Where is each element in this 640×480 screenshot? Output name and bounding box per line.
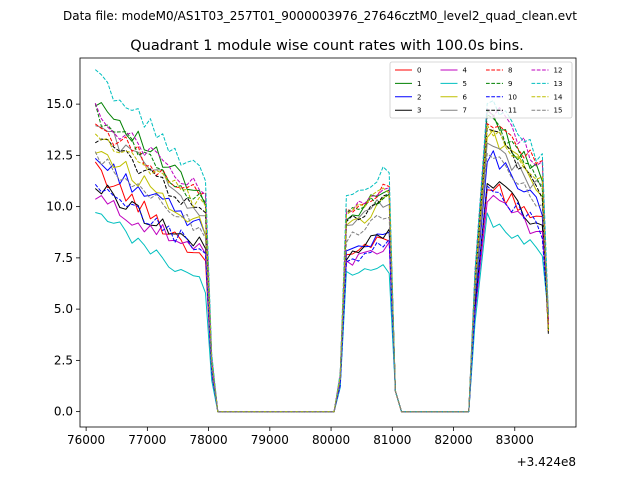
y-tick-label: 15.0 xyxy=(46,97,73,111)
y-tick-label: 12.5 xyxy=(46,148,73,162)
y-tick-label: 7.5 xyxy=(54,251,73,265)
chart-title: Quadrant 1 module wise count rates with … xyxy=(130,38,524,54)
series-layer xyxy=(94,69,549,413)
legend-label-15: 15 xyxy=(554,107,563,115)
legend-label-10: 10 xyxy=(508,93,517,101)
legend-label-7: 7 xyxy=(463,107,467,115)
y-tick-label: 0.0 xyxy=(54,405,73,419)
x-tick-label: 76000 xyxy=(67,433,105,447)
x-offset-label: +3.424e8 xyxy=(517,455,576,469)
legend-label-2: 2 xyxy=(417,93,421,101)
legend-label-1: 1 xyxy=(417,80,421,88)
y-axis-ticks: 0.0 2.5 5.0 7.5 10.0 12.5 15.0 xyxy=(46,97,80,419)
x-tick-label: 83000 xyxy=(496,433,534,447)
y-tick-label: 5.0 xyxy=(54,302,73,316)
series-line-5 xyxy=(95,212,549,413)
legend-label-12: 12 xyxy=(554,67,563,75)
x-tick-label: 79000 xyxy=(251,433,289,447)
legend-label-11: 11 xyxy=(508,107,517,115)
y-tick-label: 2.5 xyxy=(54,353,73,367)
legend-box xyxy=(389,61,573,119)
legend-label-13: 13 xyxy=(554,80,563,88)
legend-label-3: 3 xyxy=(417,107,421,115)
x-tick-label: 78000 xyxy=(189,433,227,447)
legend-label-0: 0 xyxy=(417,67,421,75)
legend-label-6: 6 xyxy=(463,93,468,101)
legend-label-14: 14 xyxy=(554,93,563,101)
series-line-15 xyxy=(94,151,549,413)
figure-suptitle: Data file: modeM0/AS1T03_257T01_90000039… xyxy=(63,9,577,23)
legend-label-9: 9 xyxy=(508,80,512,88)
legend-label-8: 8 xyxy=(508,67,512,75)
y-tick-label: 10.0 xyxy=(46,200,73,214)
x-tick-label: 81000 xyxy=(373,433,411,447)
x-tick-label: 82000 xyxy=(434,433,472,447)
series-line-7 xyxy=(95,125,549,413)
legend-label-4: 4 xyxy=(463,67,468,75)
legend-label-5: 5 xyxy=(463,80,467,88)
x-tick-label: 77000 xyxy=(128,433,166,447)
axes-frame xyxy=(79,57,577,428)
x-axis-ticks: 76000 77000 78000 79000 80000 81000 82000 83000 xyxy=(67,427,534,447)
x-tick-label: 80000 xyxy=(312,433,350,447)
